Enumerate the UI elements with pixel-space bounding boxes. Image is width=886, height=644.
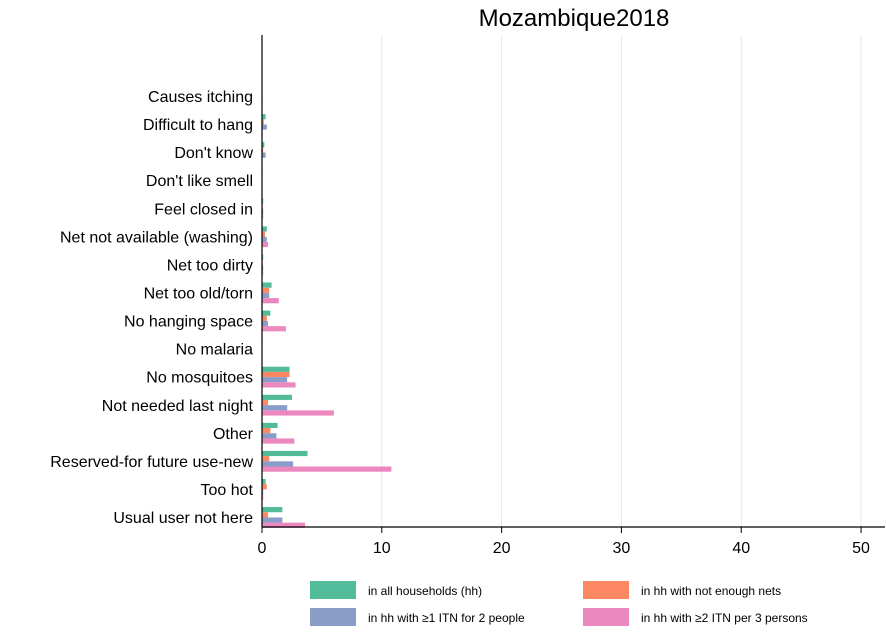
bar (262, 517, 283, 523)
bar (262, 433, 277, 439)
legend-label: in hh with ≥1 ITN for 2 people (368, 611, 525, 625)
bar (262, 461, 294, 467)
bar (262, 310, 271, 316)
category-label: Difficult to hang (143, 117, 253, 134)
bar (262, 422, 278, 429)
category-label: Too hot (201, 482, 254, 499)
x-tick-labels: 0 10 20 30 40 50 (258, 540, 870, 557)
legend-swatch (583, 608, 629, 626)
bar (262, 292, 270, 299)
category-label: No mosquitoes (146, 370, 253, 387)
bar (262, 377, 288, 383)
category-label: Net too old/torn (144, 285, 253, 302)
category-label: Net not available (washing) (60, 229, 253, 246)
category-label: Not needed last night (102, 398, 254, 415)
legend: in all households (hh) in hh with not eno… (310, 581, 808, 626)
x-tick-label: 20 (493, 540, 511, 557)
bar (262, 119, 264, 125)
category-label: Don't know (174, 145, 253, 162)
bar (262, 298, 279, 304)
bar (262, 394, 292, 400)
category-label: Feel closed in (154, 201, 253, 218)
category-label: Don't like smell (146, 173, 253, 190)
bar (262, 478, 266, 485)
bar (262, 236, 267, 242)
bar (262, 142, 265, 148)
bar (262, 399, 268, 406)
bar (262, 152, 266, 158)
category-label: Net too dirty (167, 257, 253, 274)
category-label: No malaria (176, 342, 253, 359)
bar (262, 405, 288, 411)
category-label: No hanging space (124, 314, 253, 331)
x-tick-label: 0 (258, 540, 267, 557)
bar (262, 512, 268, 518)
bar (262, 371, 290, 378)
bar (262, 124, 267, 130)
bar (262, 450, 308, 457)
bar (262, 366, 290, 372)
bars (262, 86, 392, 528)
category-label: Reserved-for future use-new (50, 454, 253, 471)
bar (262, 231, 265, 237)
legend-swatch (310, 608, 356, 626)
bar (262, 410, 334, 416)
category-label: Usual user not here (113, 510, 253, 527)
bar (262, 522, 306, 528)
legend-label: in hh with not enough nets (641, 584, 781, 598)
legend-swatch (310, 581, 356, 599)
axes (261, 35, 885, 533)
bar (262, 382, 296, 388)
bar (262, 287, 270, 293)
bar (262, 114, 266, 120)
bar (262, 241, 268, 248)
bar (262, 315, 267, 321)
legend-label: in all households (hh) (368, 584, 482, 598)
bar (262, 428, 271, 434)
bar (262, 466, 392, 472)
chart-title: Mozambique2018 (479, 5, 670, 32)
grid-lines (381, 35, 862, 527)
bar (262, 484, 267, 490)
bar (262, 226, 267, 232)
bar (262, 282, 272, 288)
category-labels: Causes itching Difficult to hang Don't kno… (50, 89, 253, 527)
x-tick-label: 10 (373, 540, 391, 557)
x-tick-label: 40 (732, 540, 750, 557)
bar (262, 456, 270, 462)
bar (262, 326, 286, 332)
bar (262, 507, 283, 513)
bar (262, 320, 268, 327)
legend-label: in hh with ≥2 ITN per 3 persons (641, 611, 808, 625)
x-tick-label: 30 (613, 540, 631, 557)
bar (262, 438, 295, 444)
x-tick-label: 50 (852, 540, 870, 557)
category-label: Other (213, 426, 254, 443)
category-label: Causes itching (148, 89, 253, 106)
legend-swatch (583, 581, 629, 599)
